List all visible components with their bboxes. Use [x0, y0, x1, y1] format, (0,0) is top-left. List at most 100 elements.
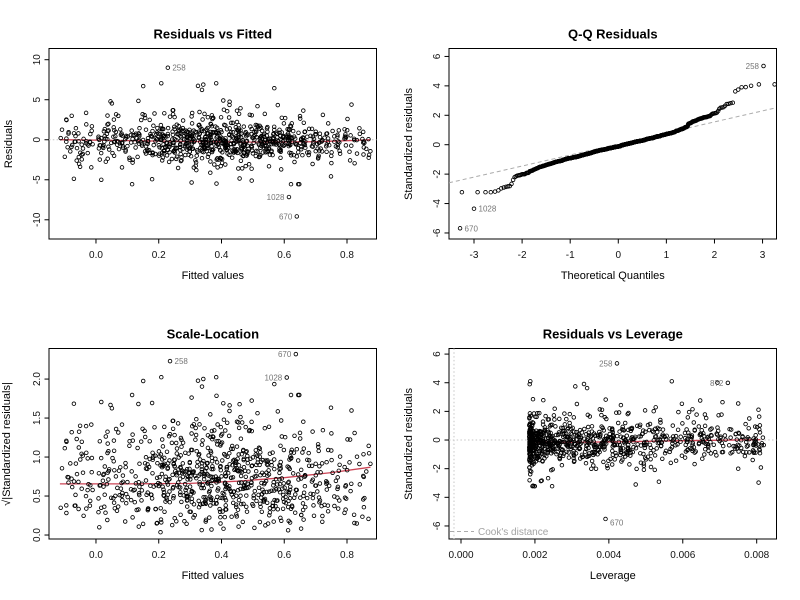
svg-text:0.6: 0.6 — [277, 550, 291, 561]
svg-text:-2: -2 — [432, 464, 443, 473]
svg-text:0.6: 0.6 — [277, 250, 291, 261]
svg-text:0.0: 0.0 — [89, 550, 103, 561]
panel-qq-residuals: Q-Q Residuals Theoretical Quantiles Stan… — [400, 0, 800, 300]
outlier-point-258 — [761, 63, 766, 69]
panel-residuals-vs-fitted: Residuals vs Fitted Fitted values Residu… — [0, 0, 400, 300]
svg-text:6: 6 — [432, 53, 443, 59]
svg-text:0.2: 0.2 — [152, 550, 166, 561]
outlier-point-1028 — [284, 375, 289, 380]
y-axis-label: Standardized residuals — [403, 388, 415, 500]
axis-ticks: 0.000 0.002 0.004 0.006 0.008 -6 -4 -2 0 2 4 6 — [432, 351, 770, 561]
outlier-label-258: 258 — [599, 359, 613, 368]
svg-text:0.8: 0.8 — [340, 550, 354, 561]
scale-location-chart: Scale-Location Fitted values √|Standardi… — [1, 327, 377, 582]
outlier-label-258: 258 — [172, 64, 186, 73]
svg-text:4: 4 — [432, 83, 443, 89]
outlier-label-1028: 1028 — [267, 193, 285, 202]
svg-text:0.0: 0.0 — [89, 250, 103, 261]
outlier-points: 258 872 670 — [599, 359, 731, 527]
svg-text:0.4: 0.4 — [215, 250, 229, 261]
x-axis-label: Fitted values — [182, 570, 245, 582]
chart-area: 0.0 0.2 0.4 0.6 0.8 -10 -5 0 5 10 258 1028 670 — [32, 48, 377, 261]
svg-text:0.002: 0.002 — [522, 550, 547, 561]
outlier-label-872: 872 — [710, 379, 724, 388]
svg-text:2.0: 2.0 — [32, 372, 43, 386]
scatter-points — [58, 81, 373, 187]
axis-ticks: 0.0 0.2 0.4 0.6 0.8 -10 -5 0 5 10 — [32, 54, 354, 261]
outlier-label-1028: 1028 — [479, 205, 497, 214]
axis-ticks: 0.0 0.2 0.4 0.6 0.8 0.0 0.5 1.0 1.5 2.0 — [32, 372, 354, 561]
outlier-point-258 — [167, 358, 173, 364]
outlier-point-670 — [603, 516, 608, 522]
outlier-point-1028 — [286, 194, 292, 200]
outlier-label-670: 670 — [610, 518, 624, 527]
svg-text:1: 1 — [664, 250, 670, 261]
svg-text:-6: -6 — [432, 521, 443, 530]
outlier-label-670: 670 — [279, 212, 293, 221]
y-axis-label: Residuals — [3, 119, 15, 168]
outlier-point-670 — [293, 351, 299, 357]
svg-text:1.0: 1.0 — [32, 450, 43, 464]
svg-text:0.004: 0.004 — [596, 550, 621, 561]
outlier-point-670 — [457, 226, 463, 231]
outlier-point-1028 — [471, 206, 477, 211]
scatter-points — [58, 374, 373, 535]
plot-box — [48, 48, 377, 240]
svg-text:3: 3 — [760, 250, 766, 261]
outlier-point-258 — [614, 361, 620, 366]
panel-title: Q-Q Residuals — [568, 27, 658, 42]
svg-text:0.5: 0.5 — [32, 489, 43, 503]
outlier-label-670: 670 — [465, 224, 479, 233]
plot-box — [48, 348, 377, 540]
svg-text:-6: -6 — [432, 228, 443, 237]
svg-text:2: 2 — [432, 408, 443, 414]
svg-text:-3: -3 — [470, 250, 479, 261]
panel-scale-location: Scale-Location Fitted values √|Standardi… — [0, 300, 400, 600]
svg-text:0: 0 — [432, 141, 443, 147]
svg-text:0.000: 0.000 — [448, 550, 473, 561]
outlier-points: 258 1028 670 — [165, 64, 300, 221]
residuals-vs-leverage-chart: Residuals vs Leverage Leverage Standardi… — [403, 327, 777, 582]
svg-text:4: 4 — [432, 380, 443, 386]
svg-text:-10: -10 — [32, 212, 43, 227]
svg-text:0: 0 — [432, 437, 443, 443]
svg-text:-5: -5 — [32, 175, 43, 184]
scatter-points — [459, 82, 777, 195]
outlier-label-1028: 1028 — [264, 374, 282, 383]
x-axis-label: Theoretical Quantiles — [561, 270, 665, 282]
outlier-point-670 — [294, 214, 300, 219]
chart-area: -3 -2 -1 0 1 2 3 -6 -4 -2 0 2 4 6 258 1028 670 — [432, 48, 777, 261]
cooks-distance-legend: Cook's distance — [450, 527, 549, 538]
svg-text:0.4: 0.4 — [215, 550, 229, 561]
y-axis-label: Standardized residuals — [403, 88, 415, 200]
svg-text:10: 10 — [32, 54, 43, 66]
outlier-point-872 — [725, 380, 731, 386]
outlier-label-258: 258 — [746, 62, 760, 71]
outlier-points: 258 1028 670 — [457, 62, 766, 233]
scatter-points — [527, 379, 767, 489]
svg-text:Cook's distance: Cook's distance — [478, 527, 549, 538]
svg-text:5: 5 — [32, 97, 43, 103]
panel-title: Scale-Location — [167, 327, 260, 342]
svg-text:-2: -2 — [432, 169, 443, 178]
panel-residuals-vs-leverage: Residuals vs Leverage Leverage Standardi… — [400, 300, 800, 600]
outlier-points: 258 670 1028 — [167, 350, 299, 383]
chart-area: 0.0 0.2 0.4 0.6 0.8 0.0 0.5 1.0 1.5 2.0 258 670 1028 — [32, 348, 377, 561]
outlier-point-258 — [165, 65, 171, 70]
residuals-vs-fitted-chart: Residuals vs Fitted Fitted values Residu… — [3, 27, 377, 282]
chart-area: 0.000 0.002 0.004 0.006 0.008 -6 -4 -2 0 2 4 6 258 87… — [432, 348, 777, 561]
svg-text:2: 2 — [712, 250, 718, 261]
svg-text:0.006: 0.006 — [670, 550, 695, 561]
outlier-label-258: 258 — [175, 357, 189, 366]
svg-text:-1: -1 — [566, 250, 575, 261]
svg-text:0.008: 0.008 — [744, 550, 769, 561]
svg-text:0: 0 — [615, 250, 621, 261]
y-axis-label: √|Standardized residuals| — [1, 382, 13, 506]
svg-text:6: 6 — [432, 351, 443, 357]
svg-text:-4: -4 — [432, 199, 443, 208]
panel-title: Residuals vs Fitted — [154, 27, 273, 42]
svg-text:0.2: 0.2 — [152, 250, 166, 261]
svg-text:0: 0 — [32, 137, 43, 143]
plot-box — [448, 48, 777, 240]
